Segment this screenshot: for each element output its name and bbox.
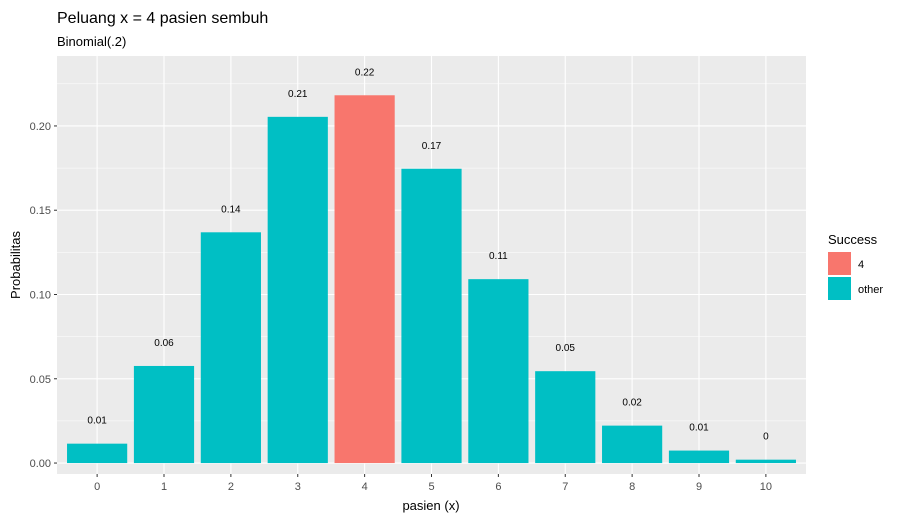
data-label-6: 0.11: [489, 251, 508, 262]
x-tick-label: 8: [629, 481, 635, 493]
x-axis-title: pasien (x): [402, 498, 459, 513]
x-tick-label: 5: [428, 481, 434, 493]
bar-5: [401, 168, 462, 464]
legend-title: Success: [828, 232, 878, 247]
data-label-4: 0.22: [355, 67, 375, 78]
x-tick-label: 0: [94, 481, 100, 493]
bar-10: [735, 459, 796, 464]
x-tick-label: 7: [562, 481, 568, 493]
bar-8: [602, 425, 663, 464]
data-label-7: 0.05: [556, 343, 576, 354]
x-tick-label: 1: [161, 481, 167, 493]
bar-labels: 0.01 0.06 0.14 0.21 0.22 0.17 0.11 0.05 0.02 0.01…: [87, 67, 769, 442]
bar-3: [267, 116, 328, 464]
chart-title: Peluang x = 4 pasien sembuh: [57, 10, 268, 27]
y-axis-title: Probabilitas: [8, 231, 23, 299]
bar-2: [200, 232, 261, 464]
legend-label-4: 4: [858, 259, 864, 271]
data-label-2: 0.14: [221, 204, 241, 215]
y-tick-label: 0.05: [30, 374, 51, 386]
bars: [67, 95, 796, 464]
x-tick-label: 10: [760, 481, 772, 493]
data-label-8: 0.02: [622, 398, 642, 409]
bar-1: [133, 365, 195, 464]
y-tick-label: 0.00: [30, 458, 51, 470]
data-label-10: 0: [763, 432, 769, 443]
data-label-1: 0.06: [154, 338, 174, 349]
legend: Success 4 other: [828, 232, 883, 300]
data-label-9: 0.01: [689, 423, 709, 434]
data-label-3: 0.21: [288, 89, 308, 100]
y-tick-label: 0.15: [30, 205, 51, 217]
y-tick-label: 0.10: [30, 289, 51, 301]
bar-4: [334, 95, 395, 464]
legend-swatch-4: [828, 252, 851, 275]
bar-9: [668, 450, 730, 464]
x-tick-label: 3: [295, 481, 301, 493]
data-label-5: 0.17: [422, 141, 442, 152]
data-label-0: 0.01: [87, 416, 107, 427]
bar-6: [468, 279, 529, 464]
x-tick-label: 6: [495, 481, 501, 493]
chart-subtitle: Binomial(.2): [57, 34, 126, 49]
bar-7: [535, 371, 596, 464]
y-axis-ticks: 0.00 0.05 0.10 0.15 0.20: [30, 121, 57, 470]
x-tick-label: 2: [228, 481, 234, 493]
x-axis-ticks: 0 1 2 3 4 5 6 7 8 9 10: [94, 474, 772, 493]
x-tick-label: 9: [696, 481, 702, 493]
legend-swatch-other: [828, 277, 851, 300]
legend-label-other: other: [858, 284, 883, 296]
x-tick-label: 4: [362, 481, 368, 493]
y-tick-label: 0.20: [30, 121, 51, 133]
bar-0: [67, 443, 128, 464]
